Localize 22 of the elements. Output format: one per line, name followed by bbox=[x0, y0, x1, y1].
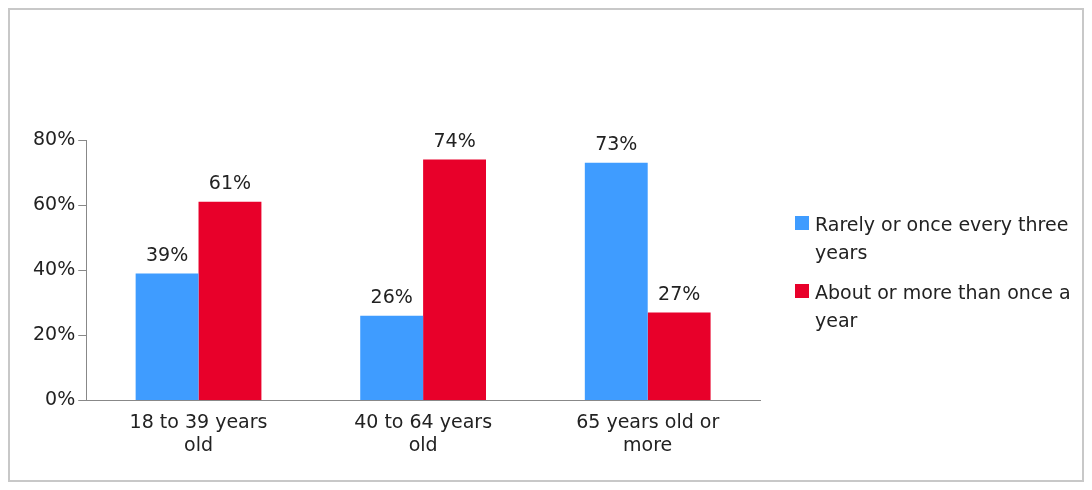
y-tick-label: 60% bbox=[33, 192, 76, 215]
bar bbox=[647, 312, 711, 400]
y-tick-label: 40% bbox=[33, 257, 76, 280]
bar bbox=[135, 273, 199, 400]
x-tick-label: 40 to 64 years old bbox=[354, 409, 493, 455]
y-tick-label: 20% bbox=[33, 322, 76, 345]
legend-label: Rarely or once every three years bbox=[815, 212, 1070, 265]
data-label: 73% bbox=[595, 132, 638, 155]
y-tick-label: 80% bbox=[33, 126, 76, 149]
x-tick-label: 18 to 39 years old bbox=[129, 409, 268, 455]
bar bbox=[360, 315, 424, 400]
legend-label: About or more than once a year bbox=[815, 280, 1072, 333]
bar bbox=[423, 159, 486, 400]
bar bbox=[198, 201, 262, 400]
data-label: 39% bbox=[145, 242, 189, 265]
x-tick-label: 65 years old or more bbox=[576, 409, 720, 455]
data-label: 74% bbox=[433, 128, 476, 151]
y-tick-label: 0% bbox=[45, 387, 76, 410]
data-label: 61% bbox=[208, 171, 252, 194]
data-label: 26% bbox=[370, 285, 413, 308]
data-label: 27% bbox=[658, 281, 701, 304]
bar bbox=[584, 162, 648, 400]
